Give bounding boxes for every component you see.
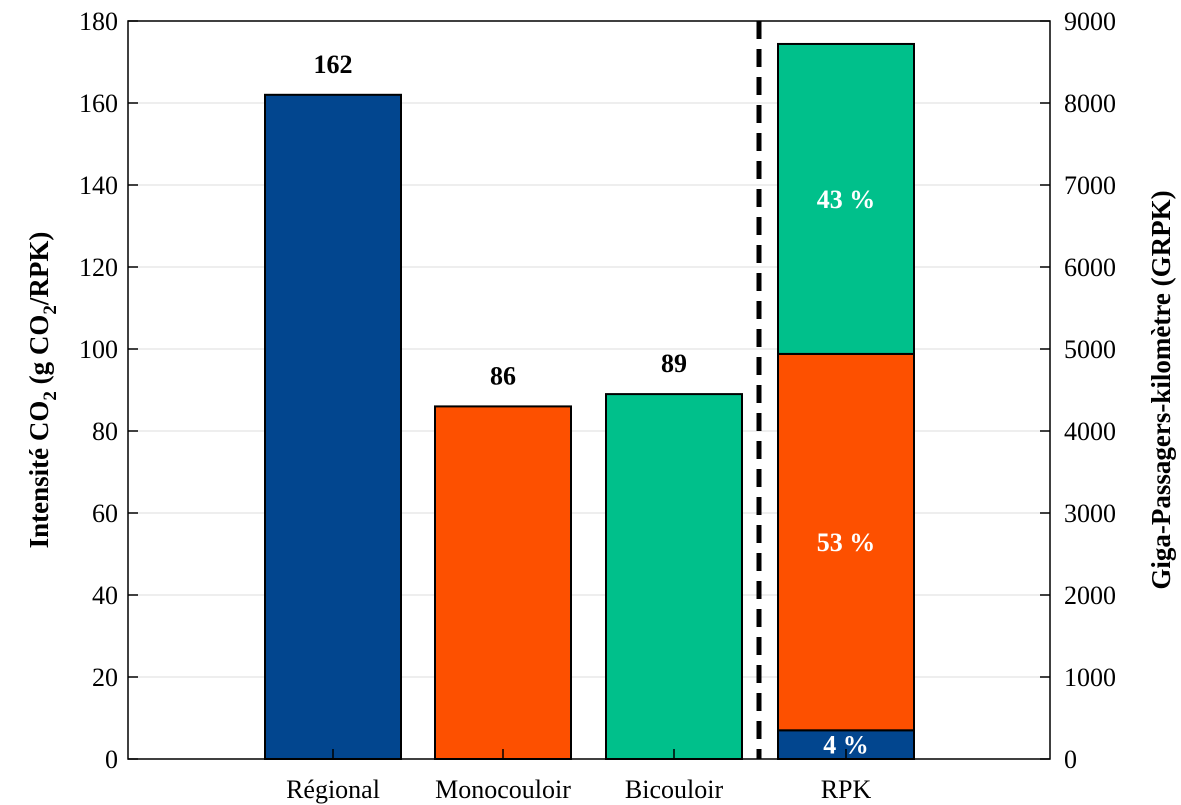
value-label: 89: [661, 349, 687, 378]
value-label: 86: [490, 361, 516, 390]
bar-1: [264, 93, 402, 761]
right-tick-label: 6000: [1064, 253, 1116, 282]
percent-label: 43 %: [817, 185, 876, 214]
left-tick-label: 160: [79, 89, 118, 118]
left-axis-ticks: 0 20 40 60 80 100 120 140 160 180: [79, 7, 138, 774]
x-tick-label: RPK: [821, 775, 872, 804]
right-tick-label: 9000: [1064, 7, 1116, 36]
right-tick-label: 4000: [1064, 417, 1116, 446]
left-tick-label: 120: [79, 253, 118, 282]
right-tick-label: 8000: [1064, 89, 1116, 118]
right-tick-label: 3000: [1064, 499, 1116, 528]
right-tick-label: 7000: [1064, 171, 1116, 200]
right-tick-label: 1000: [1064, 663, 1116, 692]
plot-frame: [127, 20, 1051, 760]
right-axis-ticks: 0 1000 2000 3000 4000 5000 6000 7000 8000 9000: [1040, 7, 1116, 774]
left-tick-label: 60: [92, 499, 118, 528]
bar-2: [434, 405, 572, 760]
x-tick-label: Bicouloir: [625, 775, 724, 804]
percent-label: 53 %: [817, 528, 876, 557]
right-tick-label: 5000: [1064, 335, 1116, 364]
left-tick-label: 100: [79, 335, 118, 364]
left-tick-label: 0: [105, 745, 118, 774]
stacked-segment-3: [777, 42, 915, 355]
value-label: 162: [314, 50, 353, 79]
x-tick-label: Monocouloir: [435, 775, 571, 804]
bars: [264, 42, 915, 761]
left-tick-label: 40: [92, 581, 118, 610]
left-tick-label: 20: [92, 663, 118, 692]
left-tick-label: 80: [92, 417, 118, 446]
left-tick-label: 180: [79, 7, 118, 36]
x-tick-label: Régional: [286, 775, 380, 804]
right-tick-label: 2000: [1064, 581, 1116, 610]
right-axis-title: Giga-Passagers-kilomètre (GRPK): [1146, 190, 1176, 589]
right-tick-label: 0: [1064, 745, 1077, 774]
left-axis-title: Intensité CO2 (g CO2/RPK): [24, 232, 61, 549]
left-tick-label: 140: [79, 171, 118, 200]
stacked-segment-2: [777, 352, 915, 732]
bar-3: [605, 393, 743, 760]
x-axis-ticks: Régional Monocouloir Bicouloir RPK: [286, 749, 872, 804]
